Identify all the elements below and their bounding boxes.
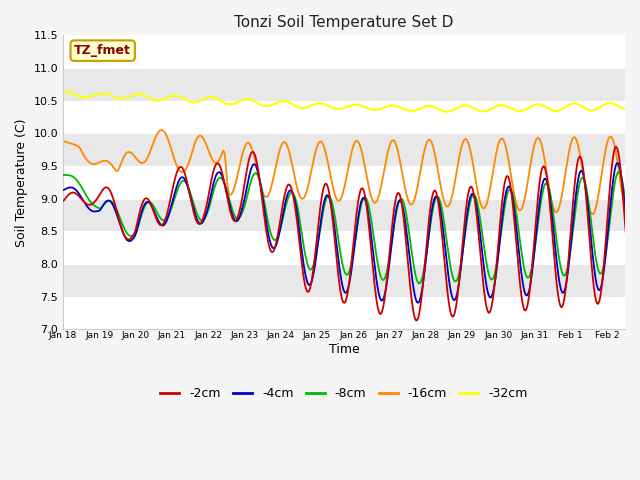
Bar (63, 199, 625, 231)
Y-axis label: Soil Temperature (C): Soil Temperature (C) (15, 118, 28, 247)
X-axis label: Time: Time (329, 343, 360, 356)
Bar (63, 36, 625, 68)
Bar (63, 166, 625, 199)
Bar (63, 264, 625, 297)
Bar (63, 101, 625, 133)
Bar (63, 133, 625, 166)
Title: Tonzi Soil Temperature Set D: Tonzi Soil Temperature Set D (234, 15, 454, 30)
Text: TZ_fmet: TZ_fmet (74, 44, 131, 57)
Legend: -2cm, -4cm, -8cm, -16cm, -32cm: -2cm, -4cm, -8cm, -16cm, -32cm (156, 383, 532, 406)
Bar (63, 297, 625, 329)
Bar (63, 231, 625, 264)
Bar (63, 68, 625, 101)
